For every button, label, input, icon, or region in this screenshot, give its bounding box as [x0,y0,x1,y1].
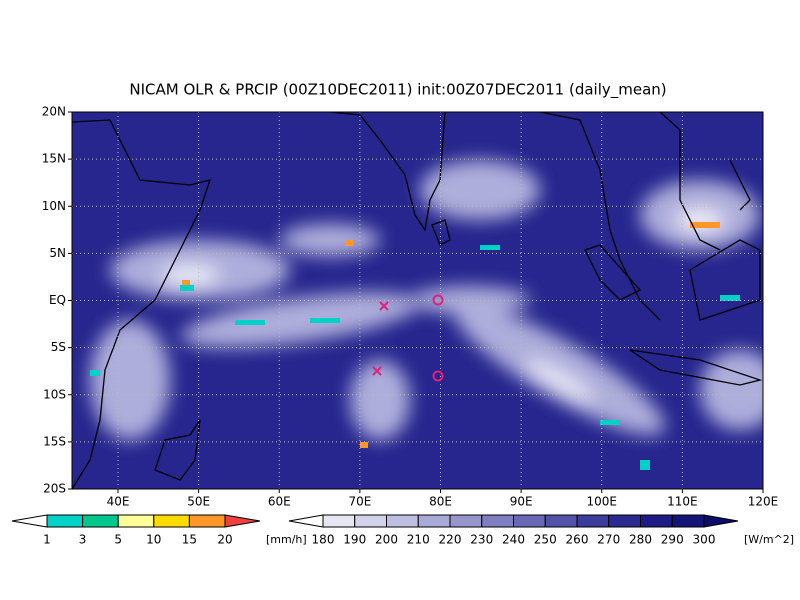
colorbar-box [544,514,578,528]
colorbar-under [11,514,48,528]
colorbar-box [46,514,84,528]
lat-label: 10S [43,387,66,401]
colorbar-label: 300 [693,533,716,547]
title: NICAM OLR & PRCIP (00Z10DEC2011) init:00… [129,81,666,100]
colorbar-label: 20 [217,533,232,547]
colorbar-label: 260 [566,533,589,547]
lon-label: 90E [510,495,533,509]
lon-label: 100E [587,495,618,509]
colorbar-label: 290 [661,533,684,547]
lon-label: 40E [107,495,130,509]
lat-label: EQ [49,293,66,307]
lon-label: 50E [187,495,210,509]
lon-label: 120E [748,495,779,509]
colorbar-box [417,514,451,528]
colorbar-box [188,514,226,528]
lat-label: 15N [42,152,66,166]
colorbar-box [608,514,641,528]
colorbar-box [449,514,483,528]
colorbar-box [386,514,419,528]
colorbar-label: 240 [502,533,525,547]
colorbar-box [640,514,673,528]
colorbar-label: 210 [407,533,430,547]
lat-label: 5N [49,246,66,260]
colorbar-label: 1 [43,533,51,547]
markers [372,294,444,382]
map-field [72,112,763,489]
colorbar-box [354,514,387,528]
map-frame [71,111,764,490]
colorbar-box [153,514,190,528]
colorbar-box [671,514,705,528]
circle-marker [432,370,444,382]
colorbar-unit: [mm/h] [266,533,307,546]
circle-marker [432,294,444,306]
colorbar-over [224,514,261,528]
colorbar-box [481,514,514,528]
lat-label: 20S [43,482,66,496]
cross-marker [372,366,382,376]
colorbar-box [117,514,155,528]
colorbars: 1 3 5 10 15 20 [mm/h] 180 190 200 210 220 230 240 250 2… [11,514,794,547]
lon-label: 110E [667,495,698,509]
cross-marker [379,301,389,311]
colorbar-label: 15 [182,533,197,547]
colorbar-label: 250 [534,533,557,547]
colorbar-label: 200 [375,533,398,547]
lat-label: 5S [51,340,66,354]
colorbar-label: 190 [343,533,366,547]
colorbar-label: 10 [146,533,161,547]
colorbar-over [703,514,739,528]
lon-label: 80E [429,495,452,509]
colorbar-box [513,514,546,528]
colorbar-label: 180 [312,533,335,547]
lon-label: 70E [348,495,371,509]
colorbar-label: 5 [114,533,122,547]
colorbar-box [576,514,610,528]
colorbar-label: 3 [79,533,87,547]
colorbar-box [82,514,119,528]
lon-label: 60E [268,495,291,509]
colorbar-label: 230 [470,533,493,547]
colorbar-label: 270 [597,533,620,547]
lat-label: 20N [42,105,66,119]
colorbar-under [288,514,324,528]
lat-label: 10N [42,199,66,213]
lat-label: 15S [43,434,66,448]
colorbar-label: 280 [629,533,652,547]
grid: 40E 50E 60E 70E 80E 90E 100E 110E 120E 20N 15N 10N 5… [42,105,779,509]
colorbar-box [322,514,356,528]
colorbar-unit: [W/m^2] [744,533,794,546]
colorbar-label: 220 [439,533,462,547]
